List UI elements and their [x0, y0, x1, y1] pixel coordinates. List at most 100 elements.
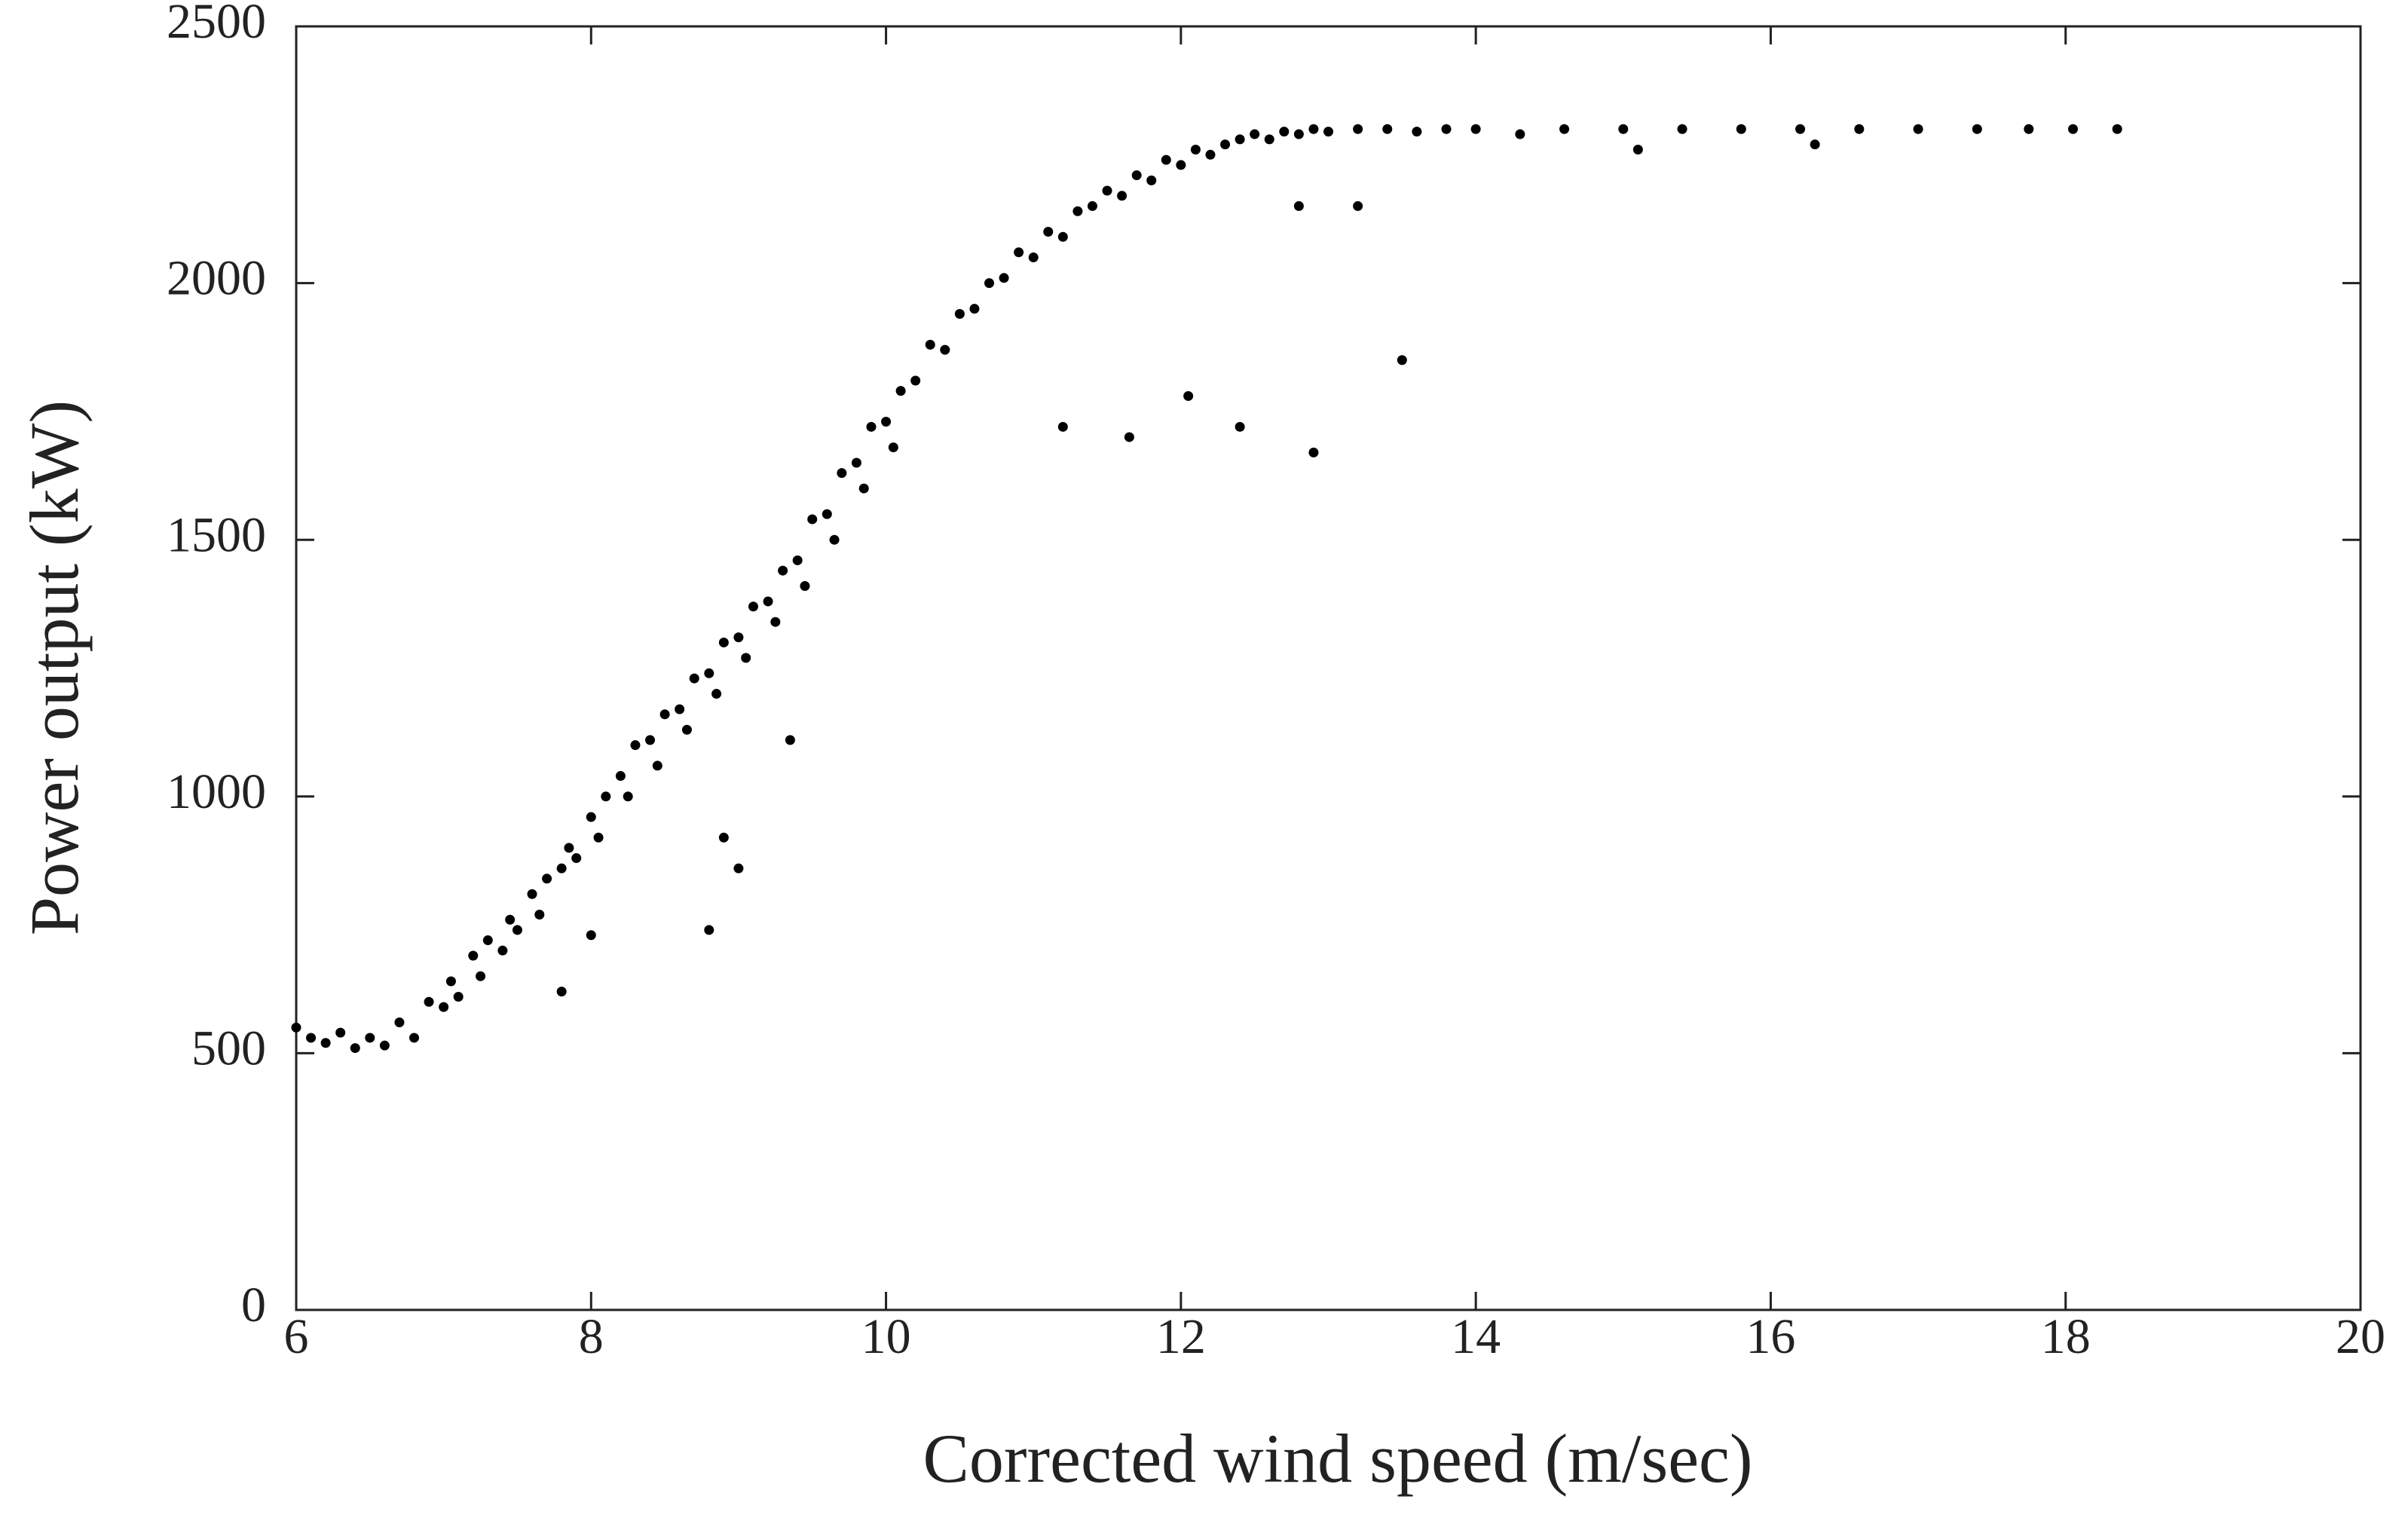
data-point	[829, 534, 840, 545]
data-point	[954, 308, 965, 319]
data-point	[1279, 127, 1290, 137]
y-tick-label: 2500	[167, 0, 266, 49]
data-point	[1057, 421, 1068, 432]
x-tick-label: 18	[2041, 1309, 2091, 1364]
data-point	[409, 1033, 420, 1043]
data-point	[586, 812, 596, 822]
data-point	[1124, 432, 1134, 442]
data-point	[439, 1002, 449, 1012]
data-point	[482, 935, 493, 946]
data-point	[910, 375, 921, 386]
y-tick-label: 2000	[167, 251, 266, 306]
data-point	[704, 668, 714, 678]
data-point	[851, 457, 861, 468]
data-point	[1057, 231, 1068, 242]
x-axis-title: Corrected wind speed (m/sec)	[923, 1420, 1752, 1497]
data-point	[858, 483, 869, 494]
data-point	[1795, 124, 1806, 134]
data-point	[601, 791, 611, 802]
data-point	[1353, 200, 1363, 211]
data-point	[800, 581, 810, 592]
data-point	[1382, 124, 1393, 134]
data-point	[763, 596, 773, 607]
data-point	[527, 889, 537, 899]
data-point	[1293, 129, 1304, 139]
y-tick-label: 1000	[167, 764, 266, 819]
data-point	[623, 791, 633, 802]
data-point	[1397, 355, 1407, 366]
data-point	[1190, 144, 1201, 155]
x-tick-label: 14	[1451, 1309, 1501, 1364]
data-point	[1220, 139, 1231, 150]
data-point	[2024, 124, 2034, 134]
data-point	[718, 637, 729, 647]
data-point	[888, 442, 898, 453]
data-point	[866, 421, 877, 432]
data-point	[1308, 447, 1319, 457]
data-point	[306, 1033, 317, 1043]
data-point	[925, 339, 935, 350]
data-point	[1854, 124, 1865, 134]
data-point	[1014, 247, 1024, 258]
data-point	[1308, 124, 1319, 134]
data-point	[807, 514, 818, 525]
data-point	[593, 832, 604, 843]
data-point	[291, 1022, 301, 1033]
data-point	[1323, 127, 1333, 137]
data-point	[1618, 124, 1629, 134]
data-point	[476, 971, 486, 981]
plot-frame	[295, 25, 2362, 1311]
data-point	[1235, 421, 1245, 432]
data-point	[778, 565, 788, 576]
data-point	[1972, 124, 1982, 134]
data-point	[704, 925, 714, 935]
data-point	[645, 735, 656, 745]
data-point	[1102, 185, 1112, 196]
data-point	[1353, 124, 1363, 134]
data-point	[1146, 175, 1157, 185]
data-point	[1810, 139, 1820, 150]
data-point	[659, 709, 670, 720]
data-point	[512, 925, 522, 935]
y-tick-label: 0	[241, 1278, 266, 1333]
data-point	[1515, 129, 1525, 139]
data-point	[556, 987, 567, 997]
data-point	[1205, 149, 1216, 160]
data-point	[365, 1033, 375, 1043]
x-tick-label: 16	[1746, 1309, 1795, 1364]
data-point	[1913, 124, 1923, 134]
data-point	[748, 601, 758, 612]
y-tick-label: 500	[191, 1021, 266, 1076]
data-point	[785, 735, 795, 745]
data-point	[615, 771, 626, 782]
data-point	[681, 724, 692, 735]
data-point	[445, 976, 456, 987]
data-point	[335, 1027, 346, 1038]
data-point	[1183, 390, 1194, 401]
data-point	[1072, 206, 1083, 216]
data-point	[2067, 124, 2078, 134]
data-point	[711, 689, 722, 699]
data-point	[424, 996, 434, 1007]
data-point	[1264, 134, 1274, 145]
data-point	[837, 468, 847, 479]
data-point	[940, 344, 950, 355]
data-point	[1087, 200, 1097, 211]
data-point	[770, 617, 781, 627]
data-point	[718, 832, 729, 843]
data-point	[822, 509, 832, 519]
data-point	[1293, 200, 1304, 211]
x-tick-label: 20	[2336, 1309, 2385, 1364]
data-point	[1677, 124, 1687, 134]
data-point	[1131, 170, 1142, 181]
data-point	[394, 1017, 405, 1028]
x-tick-label: 10	[861, 1309, 911, 1364]
data-point	[881, 417, 892, 427]
data-point	[505, 914, 516, 925]
data-point	[534, 909, 545, 920]
data-point	[675, 704, 685, 715]
data-point	[497, 945, 508, 956]
data-point	[1559, 124, 1570, 134]
data-point	[379, 1040, 390, 1051]
data-point	[1250, 129, 1260, 139]
